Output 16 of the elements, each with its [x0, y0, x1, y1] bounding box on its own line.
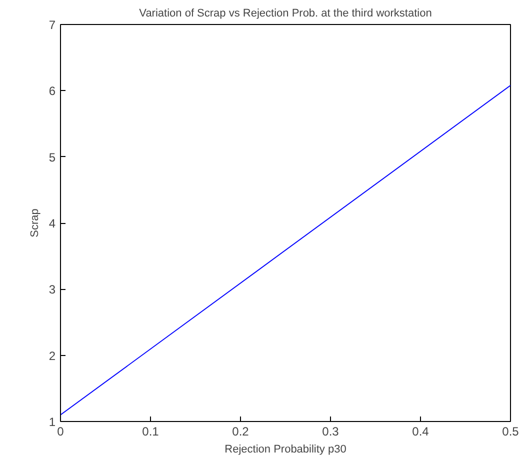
y-tick-label: 4 — [48, 216, 56, 230]
x-axis-title: Rejection Probability p30 — [224, 444, 346, 456]
x-tick-label: 0.4 — [412, 424, 430, 438]
x-tick-label: 0 — [57, 424, 64, 438]
x-tick-label: 0.3 — [322, 424, 340, 438]
x-tick-label: 0.5 — [502, 424, 520, 438]
y-tick-label: 7 — [48, 18, 56, 32]
y-tick-label: 3 — [48, 282, 56, 297]
x-tick-label: 0.1 — [142, 424, 160, 438]
y-tick-label: 2 — [48, 348, 56, 363]
y-tick-label: 6 — [48, 84, 56, 98]
chart-title: Variation of Scrap vs Rejection Prob. at the third workstation — [139, 8, 432, 20]
y-tick-label: 5 — [48, 150, 56, 164]
x-tick-label: 0.2 — [232, 424, 250, 438]
y-tick-label: 1 — [48, 415, 56, 429]
y-axis-title: Scrap — [28, 208, 41, 238]
